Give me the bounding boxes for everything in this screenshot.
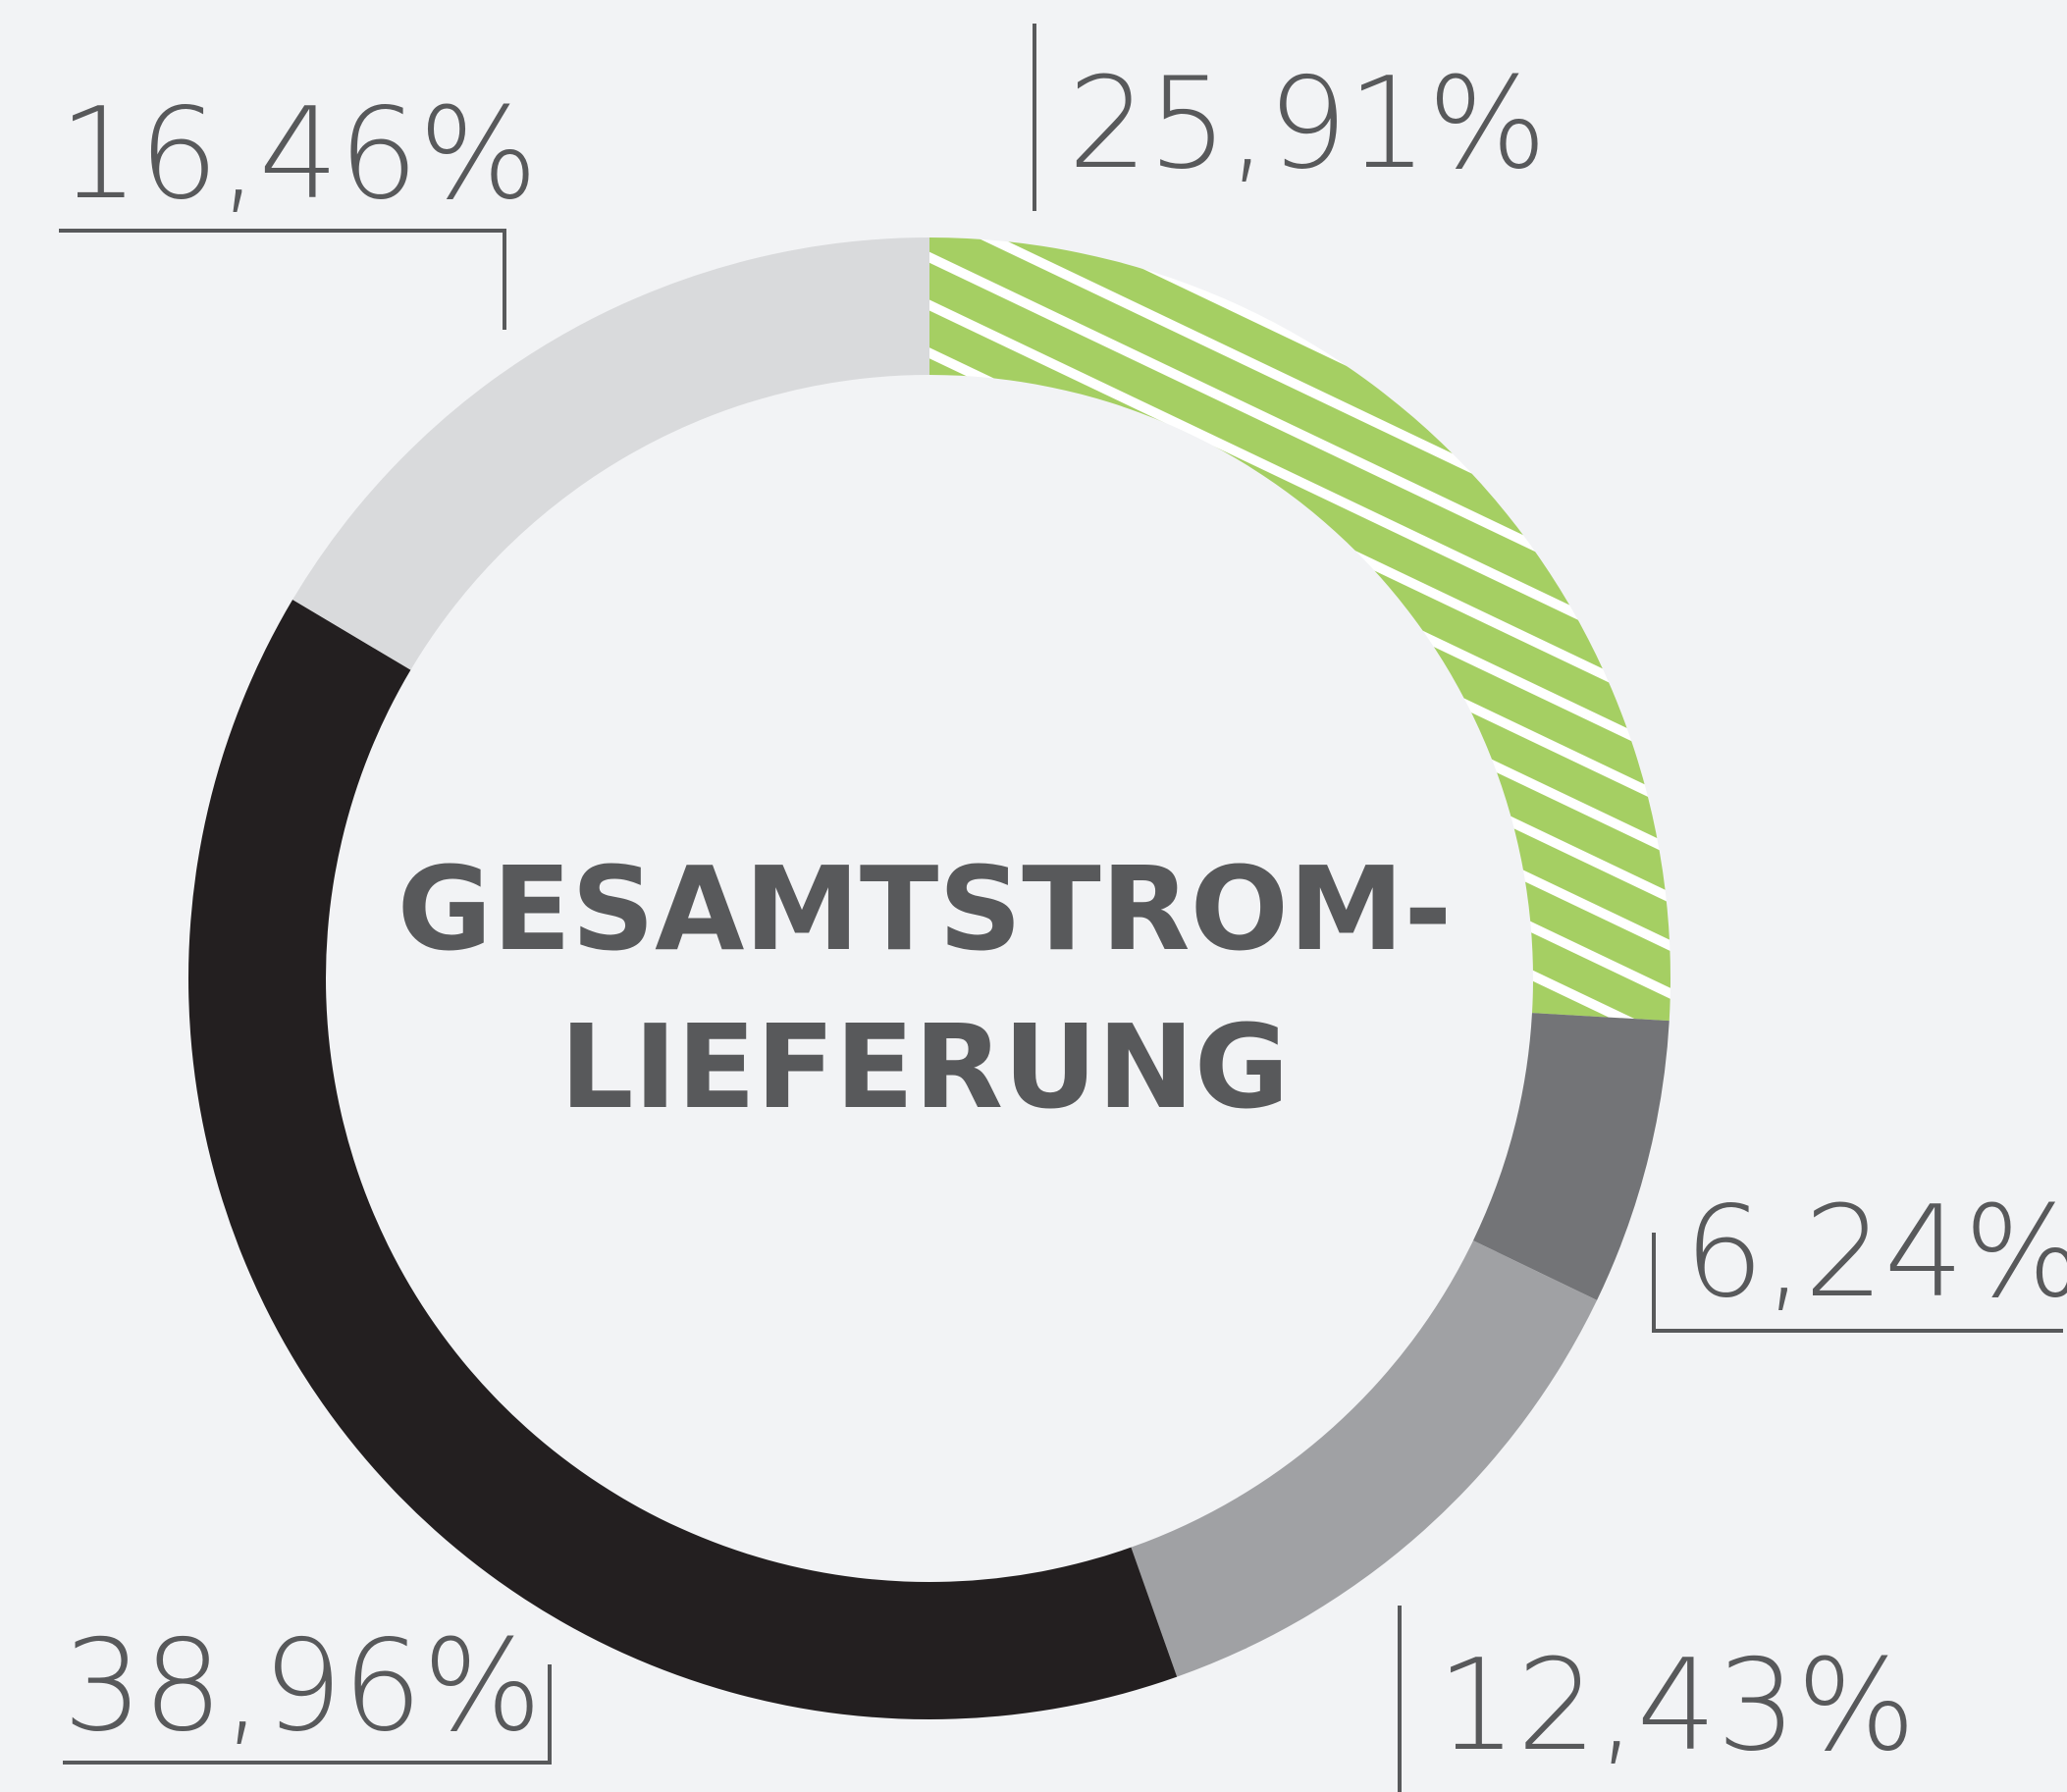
- donut-segment: [1472, 1013, 1670, 1300]
- value-label: 16,46%: [59, 81, 538, 228]
- center-title: GESAMTSTROM-: [398, 841, 1453, 976]
- donut-segment: [188, 600, 1178, 1719]
- value-label: 12,43%: [1437, 1633, 1916, 1779]
- value-label: 25,91%: [1068, 51, 1547, 197]
- leader-line: [1652, 1233, 2063, 1333]
- center-title: LIEFERUNG: [559, 999, 1289, 1134]
- leader-line: [63, 1664, 552, 1765]
- donut-segment: [1131, 1240, 1598, 1677]
- value-label: 6,24%: [1684, 1180, 2067, 1326]
- leader-line: [59, 229, 506, 330]
- value-label: 38,96%: [63, 1613, 542, 1760]
- donut-segment: [292, 237, 929, 670]
- donut-segment: [929, 237, 1670, 1022]
